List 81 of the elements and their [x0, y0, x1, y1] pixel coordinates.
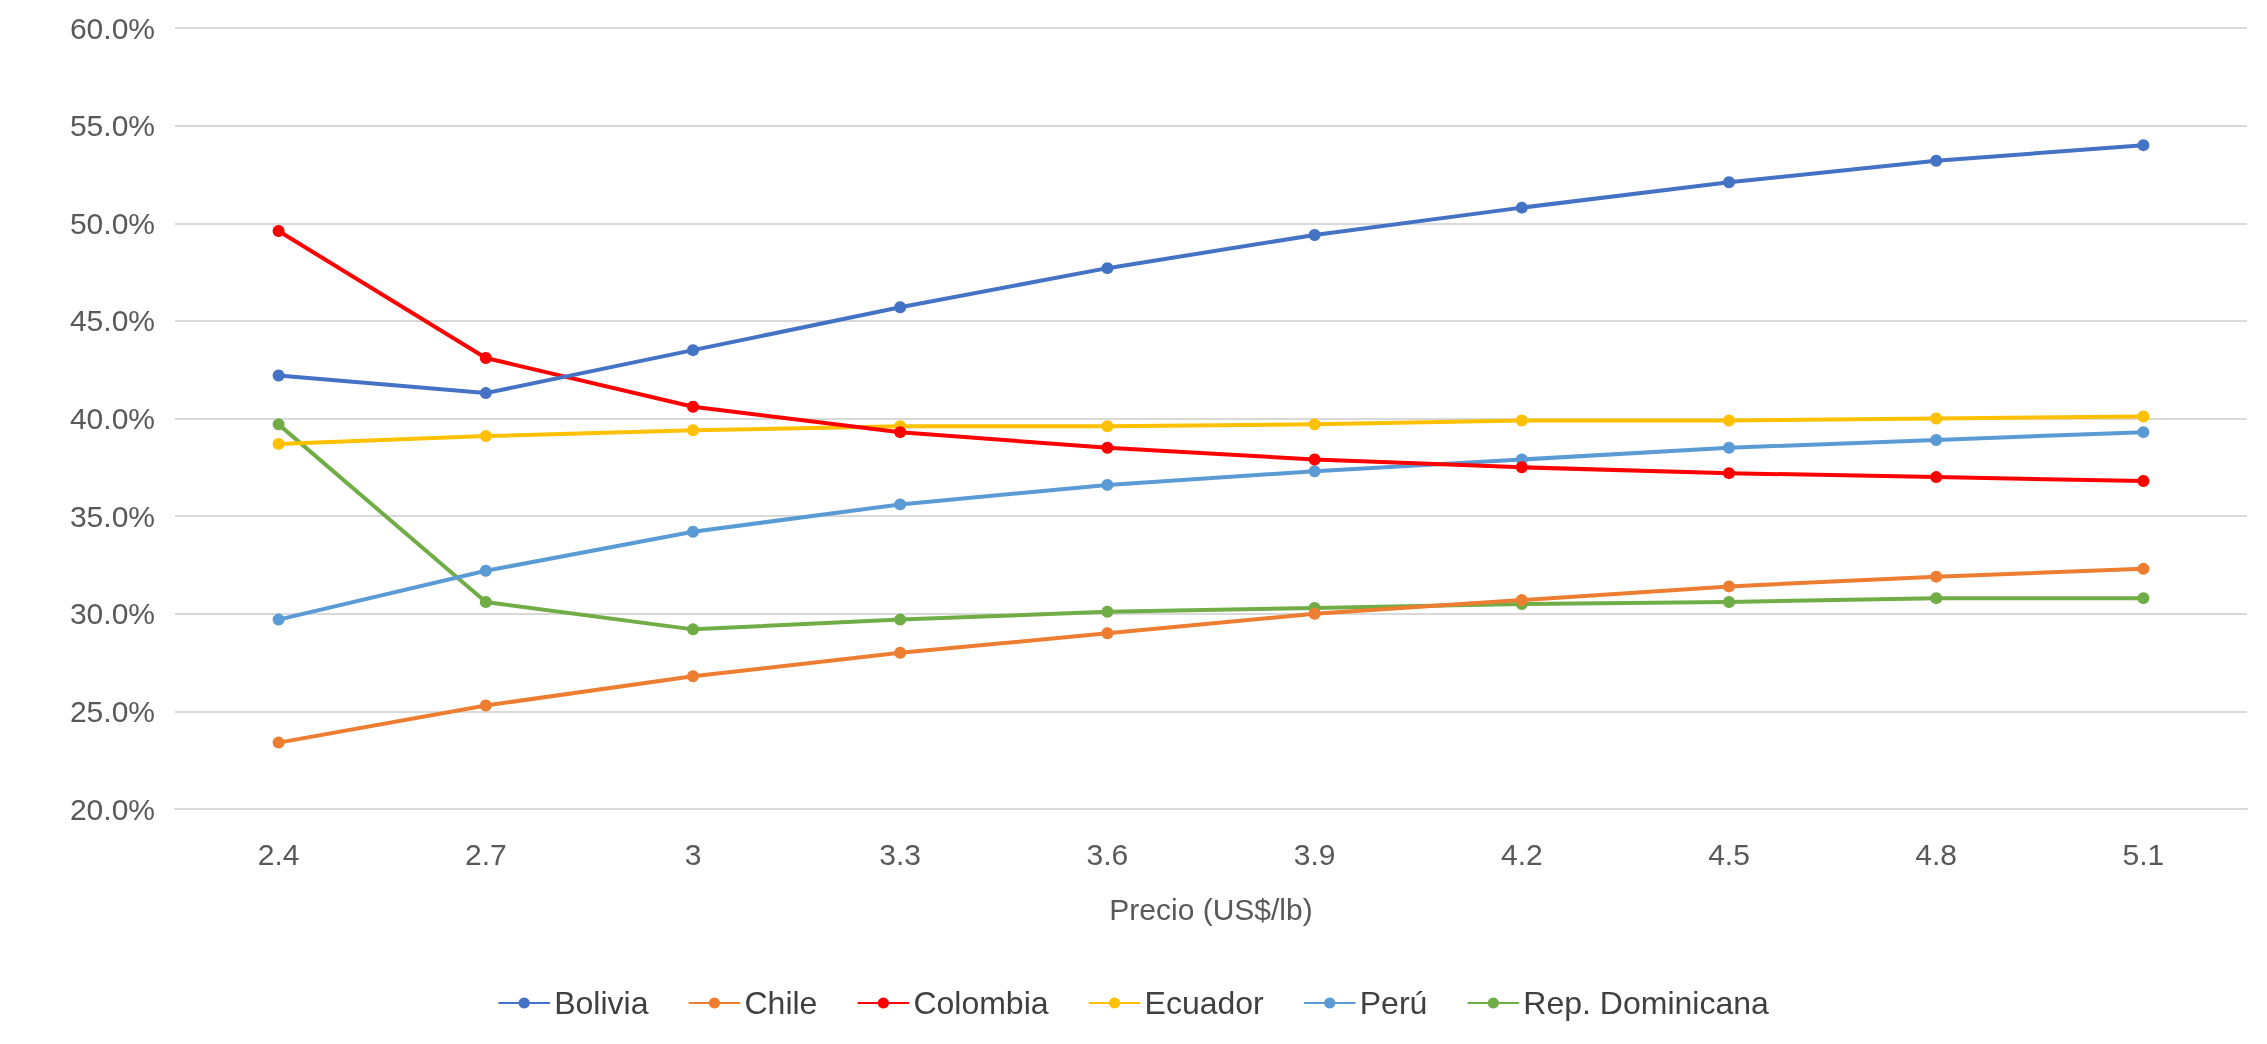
- x-tick-label: 3.9: [1293, 837, 1336, 871]
- point: [1723, 580, 1735, 593]
- point: [1723, 441, 1735, 454]
- point: [272, 369, 285, 382]
- point: [1515, 461, 1528, 474]
- x-tick-label: 3: [684, 837, 702, 871]
- legend-label: Perú: [1359, 985, 1428, 1021]
- point: [1308, 228, 1321, 241]
- y-tick-label: 35.0%: [69, 499, 155, 533]
- y-tick-label: 60.0%: [69, 11, 155, 45]
- point: [479, 387, 492, 400]
- x-tick-label: 2.7: [464, 837, 507, 871]
- point: [272, 225, 285, 238]
- x-tick-label: 3.3: [879, 837, 922, 871]
- legend-label: Ecuador: [1144, 985, 1265, 1021]
- x-tick-label: 4.8: [1915, 837, 1958, 871]
- point: [1515, 201, 1528, 214]
- point: [2137, 426, 2150, 439]
- point: [1723, 414, 1735, 427]
- point: [479, 430, 492, 443]
- point: [1101, 478, 1114, 491]
- point: [1101, 605, 1114, 618]
- x-axis-title: Precio (US$/lb): [1109, 892, 1313, 926]
- point: [1308, 453, 1321, 466]
- y-tick-label: 50.0%: [69, 206, 155, 240]
- point: [1930, 471, 1943, 484]
- x-tick-label: 5.1: [2122, 837, 2165, 871]
- point: [894, 426, 907, 439]
- point: [479, 351, 492, 364]
- point: [272, 418, 285, 431]
- y-tick-label: 25.0%: [69, 694, 155, 728]
- y-tick-label: 20.0%: [69, 792, 155, 826]
- point: [2137, 410, 2150, 423]
- point: [1930, 570, 1943, 583]
- point: [479, 564, 492, 577]
- point: [687, 623, 699, 636]
- point: [2137, 562, 2150, 575]
- point: [2137, 592, 2150, 605]
- point: [1515, 414, 1528, 427]
- point: [1101, 627, 1114, 640]
- point: [687, 525, 699, 538]
- point: [687, 670, 699, 683]
- point: [894, 301, 907, 314]
- legend-label: Rep. Dominicana: [1523, 985, 1769, 1021]
- y-tick-label: 55.0%: [69, 109, 155, 143]
- point: [2137, 474, 2150, 487]
- point: [479, 699, 492, 712]
- point: [894, 646, 907, 659]
- x-tick-label: 2.4: [257, 837, 300, 871]
- point: [2137, 139, 2150, 152]
- point: [894, 613, 907, 626]
- point: [479, 596, 492, 609]
- point: [1723, 467, 1735, 480]
- point: [687, 424, 699, 437]
- point: [272, 736, 285, 749]
- point: [272, 437, 285, 450]
- point: [1101, 441, 1114, 454]
- point: [687, 400, 699, 413]
- y-tick-label: 40.0%: [69, 402, 155, 435]
- x-tick-label: 4.5: [1708, 837, 1750, 871]
- point: [1723, 176, 1735, 189]
- point: [1308, 418, 1321, 431]
- point: [1723, 596, 1735, 609]
- x-tick-label: 3.6: [1086, 837, 1129, 871]
- point: [1930, 412, 1943, 425]
- point: [894, 498, 907, 511]
- point: [272, 613, 285, 626]
- x-tick-label: 4.2: [1500, 837, 1543, 871]
- point: [687, 344, 699, 357]
- point: [1101, 262, 1114, 275]
- point: [1101, 420, 1114, 433]
- legend-label: Colombia: [913, 985, 1049, 1021]
- y-tick-label: 30.0%: [69, 597, 155, 631]
- point: [1930, 154, 1943, 167]
- point: [1308, 607, 1321, 620]
- point: [1308, 465, 1321, 478]
- y-tick-label: 45.0%: [69, 304, 155, 338]
- point: [1930, 433, 1943, 446]
- legend-label: Bolivia: [554, 985, 649, 1021]
- point: [1930, 592, 1943, 605]
- legend-label: Chile: [744, 985, 818, 1021]
